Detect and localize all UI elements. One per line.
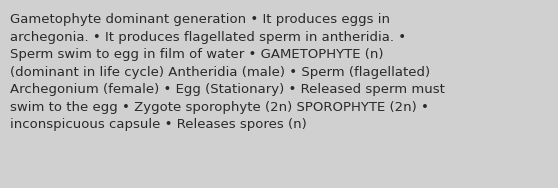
Text: Gametophyte dominant generation • It produces eggs in
archegonia. • It produces : Gametophyte dominant generation • It pro… [10, 13, 445, 131]
